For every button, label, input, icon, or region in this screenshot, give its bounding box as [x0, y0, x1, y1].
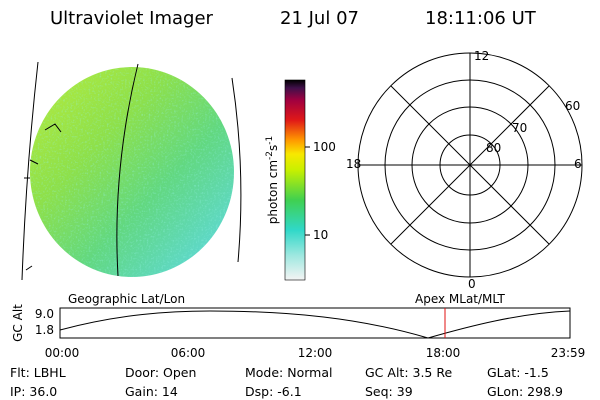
- mlat-label: 80: [486, 141, 501, 155]
- label-exp: -1: [265, 136, 275, 145]
- status-field: Flt: LBHL: [10, 365, 66, 380]
- x-tick-label: 00:00: [45, 346, 80, 360]
- altitude-curve: [59, 310, 571, 339]
- mlt-label: 12: [474, 49, 489, 63]
- status-field: IP: 36.0: [10, 384, 57, 399]
- time: 18:11:06 UT: [425, 8, 537, 29]
- y-tick-label: 1.8: [35, 323, 54, 337]
- mlat-label: 60: [565, 99, 580, 113]
- status-field: Dsp: -6.1: [245, 384, 302, 399]
- status-block: Flt: LBHL Door: Open Mode: Normal GC Alt: 3…: [10, 365, 563, 399]
- auroral-image: [30, 67, 234, 277]
- mlt-label: 0: [468, 277, 476, 291]
- x-tick-label: 18:00: [426, 346, 461, 360]
- status-field: Mode: Normal: [245, 365, 332, 380]
- instrument-title: Ultraviolet Imager: [50, 8, 214, 29]
- status-field: Seq: 39: [365, 384, 413, 399]
- colorbar-tick-label: 100: [313, 140, 336, 154]
- altitude-frame: [59, 307, 571, 339]
- mlt-label: 18: [346, 157, 361, 171]
- label-part: photon cm: [266, 160, 280, 224]
- status-field: GC Alt: 3.5 Re: [365, 365, 452, 380]
- status-field: Door: Open: [125, 365, 196, 380]
- y-axis-label: GC Alt: [11, 304, 25, 342]
- polar-grid: [357, 52, 583, 278]
- status-field: GLat: -1.5: [487, 365, 549, 380]
- x-ticks: 00:00 06:00 12:00 18:00 23:59: [45, 346, 586, 360]
- date: 21 Jul 07: [280, 8, 359, 29]
- x-tick-label: 12:00: [298, 346, 333, 360]
- panel-title: Geographic Lat/Lon: [68, 292, 185, 306]
- status-field: Gain: 14: [125, 384, 178, 399]
- geo-grid: [21, 61, 242, 281]
- colorbar-tick-label: 10: [313, 228, 328, 242]
- panel-title: Apex MLat/MLT: [415, 292, 505, 306]
- colorbar-label: photon cm-2s-1: [265, 136, 280, 225]
- label-exp: -2: [265, 151, 275, 160]
- mlat-label: 70: [512, 121, 527, 135]
- status-field: GLon: 298.9: [487, 384, 563, 399]
- y-tick-label: 9.0: [35, 307, 54, 321]
- mlt-label: 6: [574, 157, 582, 171]
- x-tick-label: 06:00: [171, 346, 206, 360]
- x-tick-label: 23:59: [551, 346, 586, 360]
- colorbar: [284, 79, 306, 281]
- label-part: s: [266, 145, 280, 151]
